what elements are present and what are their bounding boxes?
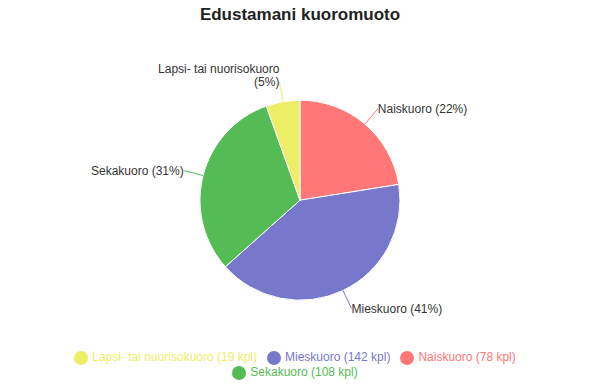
svg-text:Naiskuoro (22%): Naiskuoro (22%): [378, 102, 467, 116]
html-text:Mieskuoro (142 kpl): Mieskuoro (142 kpl): [285, 350, 391, 365]
html-text:Sekakuoro (108 kpl): Sekakuoro (108 kpl): [250, 365, 358, 380]
svg-text:Sekakuoro (31%): Sekakuoro (31%): [91, 164, 184, 178]
html-text:Edustamani kuoromuoto: Edustamani kuoromuoto: [199, 5, 401, 24]
svg-text:Lapsi- tai nuorisokuoro(5%): Lapsi- tai nuorisokuoro(5%): [158, 62, 280, 89]
html-text:Naiskuoro (78 kpl): Naiskuoro (78 kpl): [418, 350, 516, 365]
html-text:Lapsi- tai nuorisokuoro (19 kp: Lapsi- tai nuorisokuoro (19 kpl): [92, 350, 257, 365]
svg-text:Mieskuoro (41%): Mieskuoro (41%): [352, 302, 443, 316]
